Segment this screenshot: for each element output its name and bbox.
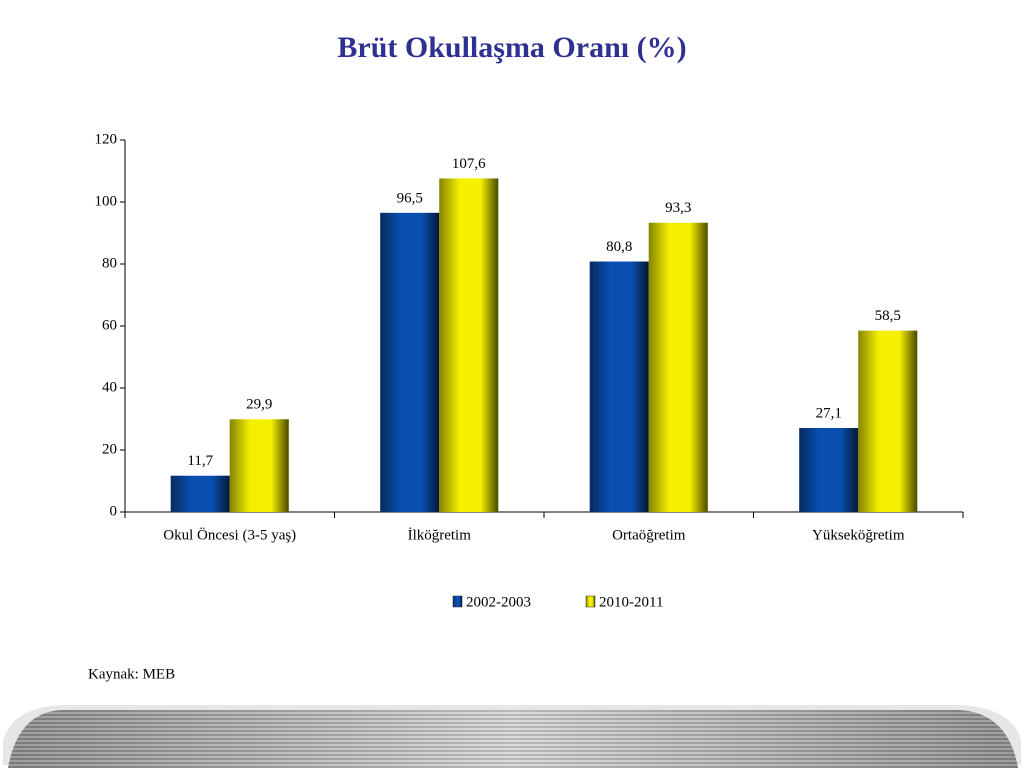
legend-swatch-shade xyxy=(586,596,595,607)
value-label: 29,9 xyxy=(246,397,272,413)
value-label: 27,1 xyxy=(816,405,842,421)
legend-label: 2010-2011 xyxy=(599,594,663,610)
legend-label: 2002-2003 xyxy=(466,594,531,610)
value-label: 58,5 xyxy=(875,308,901,324)
y-tick-label: 0 xyxy=(110,503,118,519)
y-tick-label: 40 xyxy=(102,379,117,395)
bar xyxy=(229,419,289,512)
value-label: 96,5 xyxy=(397,190,423,206)
bar xyxy=(380,212,440,512)
x-tick-label: Ortaöğretim xyxy=(612,527,686,543)
bar xyxy=(858,330,918,512)
value-label: 80,8 xyxy=(606,239,632,255)
bar xyxy=(648,222,708,512)
y-tick-label: 100 xyxy=(95,193,118,209)
bar xyxy=(589,261,649,512)
chart-title: Brüt Okullaşma Oranı (%) xyxy=(337,31,686,64)
y-tick-label: 60 xyxy=(102,317,117,333)
y-tick-label: 20 xyxy=(102,441,117,457)
value-label: 93,3 xyxy=(665,200,691,216)
value-label: 11,7 xyxy=(187,453,213,469)
x-tick-label: İlköğretim xyxy=(408,527,472,543)
footer-decoration xyxy=(0,699,1024,768)
bar xyxy=(799,427,859,512)
x-tick-label: Okul Öncesi (3-5 yaş) xyxy=(163,526,296,543)
y-tick-label: 80 xyxy=(102,255,117,271)
bar xyxy=(439,178,499,512)
source-note: Kaynak: MEB xyxy=(88,666,175,682)
bar xyxy=(170,475,230,512)
value-label: 107,6 xyxy=(452,156,486,172)
x-tick-label: Yükseköğretim xyxy=(812,527,905,543)
legend-swatch-shade xyxy=(453,596,462,607)
y-tick-label: 120 xyxy=(95,131,118,147)
